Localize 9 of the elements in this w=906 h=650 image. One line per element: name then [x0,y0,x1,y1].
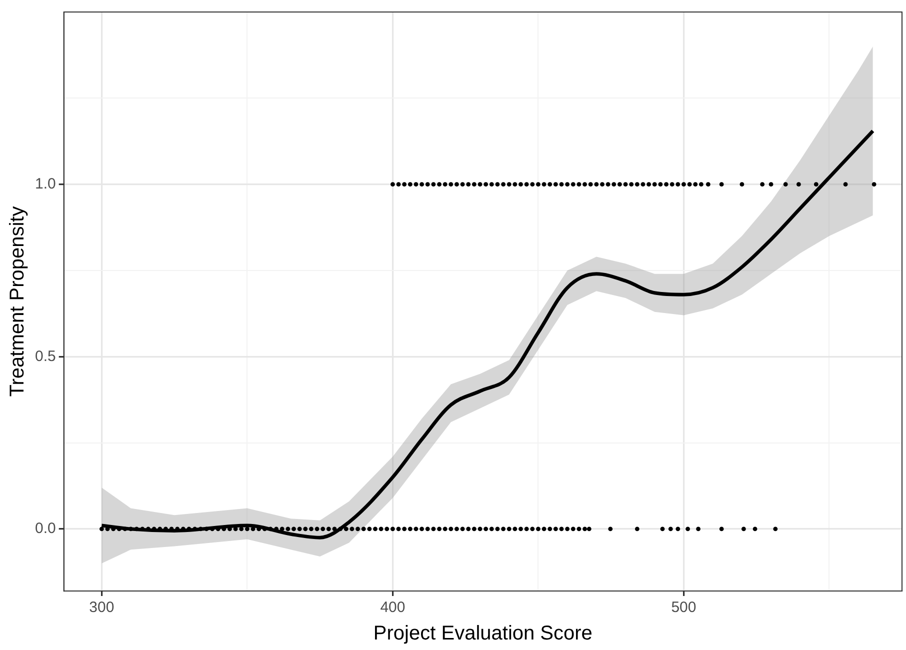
x-axis-title: Project Evaluation Score [373,622,592,645]
x-tick-label: 300 [89,599,114,616]
y-tick-label: 1.0 [34,175,56,192]
x-tick-label: 500 [671,599,696,616]
y-tick-label: 0.0 [34,520,56,538]
y-tick-label: 0.5 [34,348,56,365]
line-series [100,129,875,540]
y-axis-title: Treatment Propensity [6,206,29,397]
x-tick-label: 400 [380,599,406,616]
